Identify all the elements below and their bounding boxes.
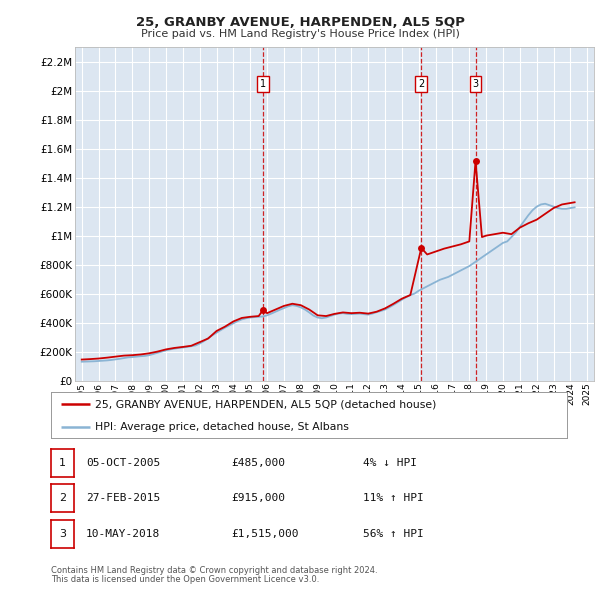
Text: 10-MAY-2018: 10-MAY-2018 <box>86 529 160 539</box>
Text: Contains HM Land Registry data © Crown copyright and database right 2024.: Contains HM Land Registry data © Crown c… <box>51 566 377 575</box>
Text: 25, GRANBY AVENUE, HARPENDEN, AL5 5QP (detached house): 25, GRANBY AVENUE, HARPENDEN, AL5 5QP (d… <box>95 399 436 409</box>
Text: 05-OCT-2005: 05-OCT-2005 <box>86 458 160 468</box>
Text: HPI: Average price, detached house, St Albans: HPI: Average price, detached house, St A… <box>95 422 349 432</box>
Text: £915,000: £915,000 <box>231 493 285 503</box>
Text: 27-FEB-2015: 27-FEB-2015 <box>86 493 160 503</box>
Text: 2: 2 <box>418 79 424 89</box>
Text: 1: 1 <box>59 458 66 468</box>
Text: 1: 1 <box>260 79 266 89</box>
Text: 25, GRANBY AVENUE, HARPENDEN, AL5 5QP: 25, GRANBY AVENUE, HARPENDEN, AL5 5QP <box>136 16 464 29</box>
Text: 11% ↑ HPI: 11% ↑ HPI <box>363 493 424 503</box>
Text: 3: 3 <box>59 529 66 539</box>
Text: 2: 2 <box>59 493 66 503</box>
Text: 4% ↓ HPI: 4% ↓ HPI <box>363 458 417 468</box>
Text: £485,000: £485,000 <box>231 458 285 468</box>
Text: £1,515,000: £1,515,000 <box>231 529 299 539</box>
Text: This data is licensed under the Open Government Licence v3.0.: This data is licensed under the Open Gov… <box>51 575 319 584</box>
Text: Price paid vs. HM Land Registry's House Price Index (HPI): Price paid vs. HM Land Registry's House … <box>140 30 460 39</box>
Text: 56% ↑ HPI: 56% ↑ HPI <box>363 529 424 539</box>
Text: 3: 3 <box>472 79 479 89</box>
